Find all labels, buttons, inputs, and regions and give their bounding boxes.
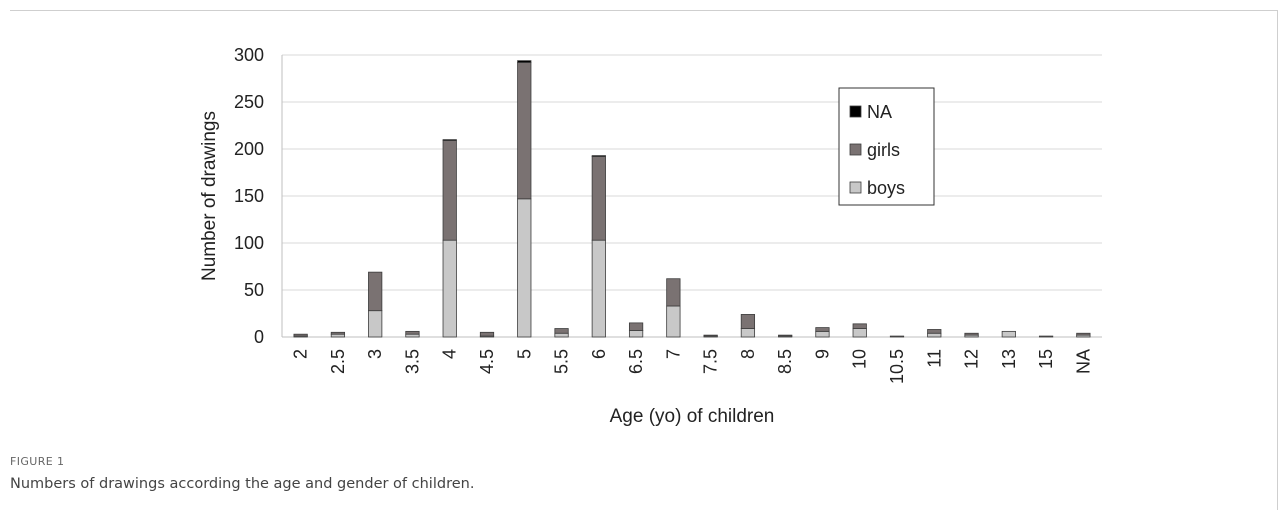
bar-segment-girls xyxy=(405,330,420,335)
bar-segment-girls xyxy=(1038,335,1054,338)
legend-label-na: NA xyxy=(867,102,892,122)
bar-segment-girls xyxy=(964,332,979,336)
stacked-bar-chart: 0 50 100 150 200 250 300 2 2.5 3 3.5 4 4.5 5 5.5 6 6.5 7 7… xyxy=(199,45,1102,427)
bar-segment-girls xyxy=(1076,332,1091,336)
x-tick-label: 12 xyxy=(962,349,982,369)
legend-swatch-boys xyxy=(849,181,862,194)
x-tick-label: 8 xyxy=(738,349,758,359)
bar-segment-girls xyxy=(591,156,606,241)
y-tick-label: 250 xyxy=(234,92,264,112)
bar-segment-girls xyxy=(666,278,681,307)
legend-label-boys: boys xyxy=(867,178,905,198)
bar-segment-boys xyxy=(442,239,457,338)
bar-segment-girls xyxy=(479,331,495,337)
x-tick-label: NA xyxy=(1073,349,1093,374)
x-tick-label: 15 xyxy=(1036,349,1056,369)
bar-segment-boys xyxy=(330,333,346,338)
figure-frame xyxy=(10,10,1278,510)
bar-segment-boys xyxy=(666,305,681,338)
x-tick-label: 7 xyxy=(663,349,683,359)
bar-segment-girls xyxy=(815,327,830,332)
bar-segment-girls xyxy=(740,314,756,329)
x-tick-label: 5 xyxy=(514,349,534,359)
legend-swatch-na xyxy=(849,105,862,118)
x-tick-label: 9 xyxy=(812,349,832,359)
x-tick-label: 13 xyxy=(999,349,1019,369)
x-axis-title: Age (yo) of children xyxy=(610,406,775,427)
x-tick-label: 10.5 xyxy=(887,349,907,384)
y-tick-label: 50 xyxy=(244,280,264,300)
y-tick-label: 0 xyxy=(254,327,264,347)
bar-segment-girls xyxy=(889,335,905,338)
x-tick-label: 2 xyxy=(291,349,311,359)
x-tick-label: 4.5 xyxy=(477,349,497,374)
y-axis-title: Number of drawings xyxy=(199,111,220,281)
x-tick-label: 3 xyxy=(365,349,385,359)
bar-segment-girls xyxy=(927,329,942,334)
bar-segment-boys xyxy=(628,330,644,338)
x-tick-label: 2.5 xyxy=(328,349,348,374)
bar-segment-na xyxy=(517,60,532,63)
y-tick-label: 150 xyxy=(234,186,264,206)
x-tick-label: 7.5 xyxy=(701,349,721,374)
bar-segment-girls xyxy=(293,333,308,337)
bar-segment-boys xyxy=(591,239,606,338)
bar-segment-boys xyxy=(554,332,569,338)
legend-label-girls: girls xyxy=(867,140,900,160)
x-tick-label: 11 xyxy=(924,349,944,368)
bar-segment-na xyxy=(442,139,457,141)
y-tick-label: 300 xyxy=(234,45,264,65)
x-tick-label: 3.5 xyxy=(402,349,422,374)
x-tick-label: 6 xyxy=(589,349,609,359)
x-tick-label: 5.5 xyxy=(552,349,572,374)
figure-caption: Numbers of drawings according the age an… xyxy=(10,476,475,492)
y-tick-label: 200 xyxy=(234,139,264,159)
bar-segment-boys xyxy=(815,330,830,338)
bar-segment-boys xyxy=(1001,330,1016,338)
bar-segment-girls xyxy=(517,62,532,200)
bar-segment-girls xyxy=(852,323,867,329)
bar-segment-boys xyxy=(927,332,942,338)
bar-segment-boys xyxy=(740,328,756,338)
bar-segment-boys xyxy=(405,333,420,338)
figure-label: FIGURE 1 xyxy=(10,455,65,468)
x-tick-label: 4 xyxy=(440,349,460,359)
x-tick-label: 8.5 xyxy=(775,349,795,374)
y-tick-label: 100 xyxy=(234,233,264,253)
legend-swatch-girls xyxy=(849,143,862,156)
bar-segment-girls xyxy=(554,328,569,334)
bar-segment-girls xyxy=(330,331,346,335)
bar-segment-boys xyxy=(852,328,867,338)
bar-segment-na xyxy=(591,155,606,157)
bar-segment-girls xyxy=(703,334,718,337)
x-tick-label: 10 xyxy=(850,349,870,369)
bar-segment-boys xyxy=(368,310,383,338)
bar-segment-girls xyxy=(442,140,457,241)
bar-segment-girls xyxy=(778,334,793,337)
bar-segment-boys xyxy=(517,198,532,338)
x-tick-label: 6.5 xyxy=(626,349,646,374)
bar-segment-girls xyxy=(628,322,644,331)
bar-segment-girls xyxy=(368,271,383,312)
